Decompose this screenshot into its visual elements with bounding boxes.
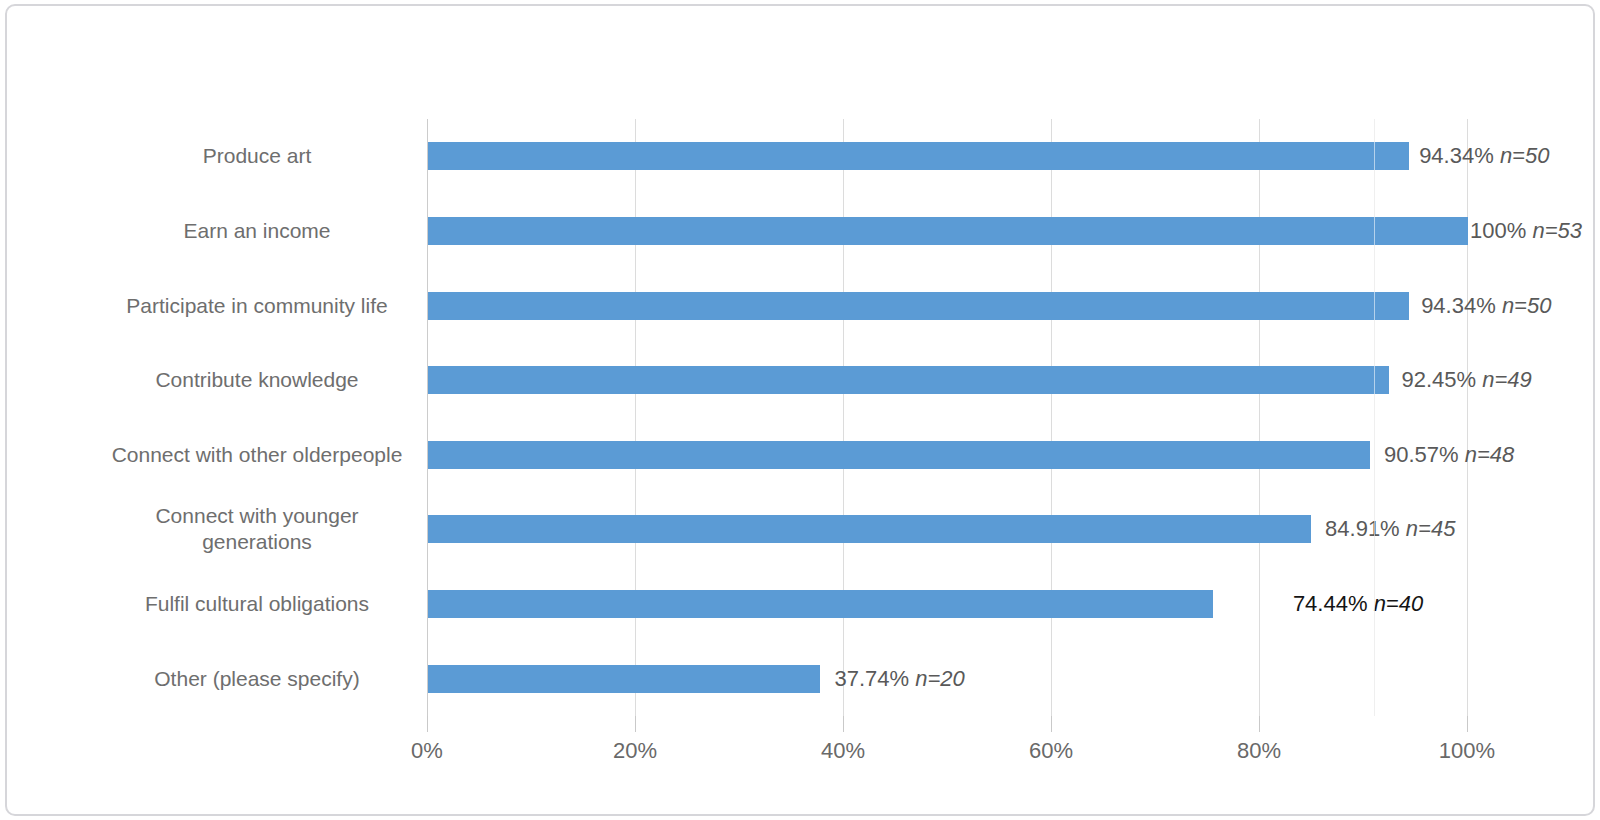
value-count: n=50	[1500, 143, 1550, 168]
value-label: 37.74% n=20	[834, 666, 964, 692]
x-axis-label-20%: 20%	[613, 738, 657, 764]
chart-row: Earn an income 100% n=53	[7, 194, 1595, 269]
value-percent: 90.57%	[1384, 442, 1459, 467]
bar	[428, 665, 820, 693]
value-percent: 94.34%	[1421, 293, 1496, 318]
bar	[428, 590, 1213, 618]
value-percent: 84.91%	[1325, 516, 1400, 541]
value-percent: 94.34%	[1419, 143, 1494, 168]
value-label: 100% n=53	[1470, 218, 1582, 244]
category-label: Connect with other olderpeople	[111, 442, 403, 468]
value-percent: 100%	[1470, 218, 1526, 243]
bar-rows: Produce art 94.34% n=50 Earn an income 100%…	[7, 119, 1595, 716]
x-axis-label-0%: 0%	[411, 738, 443, 764]
value-count: n=48	[1465, 442, 1515, 467]
value-count: n=20	[915, 666, 965, 691]
axis-tick-40%	[843, 716, 844, 732]
x-axis-label-40%: 40%	[821, 738, 865, 764]
value-percent: 37.74%	[834, 666, 909, 691]
value-count: n=50	[1502, 293, 1552, 318]
chart-card: 0% 20% 40% 60% 80% 100% Produce art 94.34% n=5…	[5, 4, 1595, 816]
value-percent: 74.44%	[1293, 591, 1368, 616]
bar	[428, 515, 1311, 543]
reference-line-overlay	[1374, 119, 1375, 716]
axis-tick-100%	[1467, 716, 1468, 732]
chart-row: Produce art 94.34% n=50	[7, 119, 1595, 194]
x-axis-label-100%: 100%	[1439, 738, 1495, 764]
value-percent: 92.45%	[1401, 367, 1476, 392]
x-axis-label-60%: 60%	[1029, 738, 1073, 764]
value-count: n=45	[1406, 516, 1456, 541]
value-label: 74.44% n=40	[1293, 591, 1423, 617]
chart-row: Contribute knowledge 92.45% n=49	[7, 343, 1595, 418]
chart-row: Participate in community life 94.34% n=50	[7, 268, 1595, 343]
bar	[428, 366, 1389, 394]
category-label: Other (please specify)	[111, 666, 403, 692]
chart-row: Connect with other olderpeople 90.57% n=4…	[7, 418, 1595, 493]
category-label: Participate in community life	[111, 293, 403, 319]
bar	[428, 217, 1468, 245]
value-label: 94.34% n=50	[1421, 293, 1551, 319]
value-count: n=49	[1482, 367, 1532, 392]
category-label: Contribute knowledge	[111, 367, 403, 393]
bar	[428, 292, 1409, 320]
category-label: Fulfil cultural obligations	[111, 591, 403, 617]
bar	[428, 142, 1409, 170]
axis-tick-0%	[427, 716, 428, 732]
category-label: Connect with younger generations	[111, 504, 403, 555]
value-label: 92.45% n=49	[1401, 367, 1531, 393]
bar	[428, 441, 1370, 469]
chart-row: Connect with younger generations 84.91% n…	[7, 492, 1595, 567]
chart-row: Fulfil cultural obligations 74.44% n=40	[7, 567, 1595, 642]
category-label: Earn an income	[111, 218, 403, 244]
x-axis-label-80%: 80%	[1237, 738, 1281, 764]
chart-row: Other (please specify) 37.74% n=20	[7, 641, 1595, 716]
value-count: n=40	[1374, 591, 1424, 616]
axis-tick-60%	[1051, 716, 1052, 732]
axis-tick-80%	[1259, 716, 1260, 732]
axis-tick-20%	[635, 716, 636, 732]
category-label: Produce art	[111, 144, 403, 170]
value-label: 84.91% n=45	[1325, 516, 1455, 542]
value-label: 90.57% n=48	[1384, 442, 1514, 468]
value-count: n=53	[1532, 218, 1582, 243]
value-label: 94.34% n=50	[1419, 143, 1549, 169]
